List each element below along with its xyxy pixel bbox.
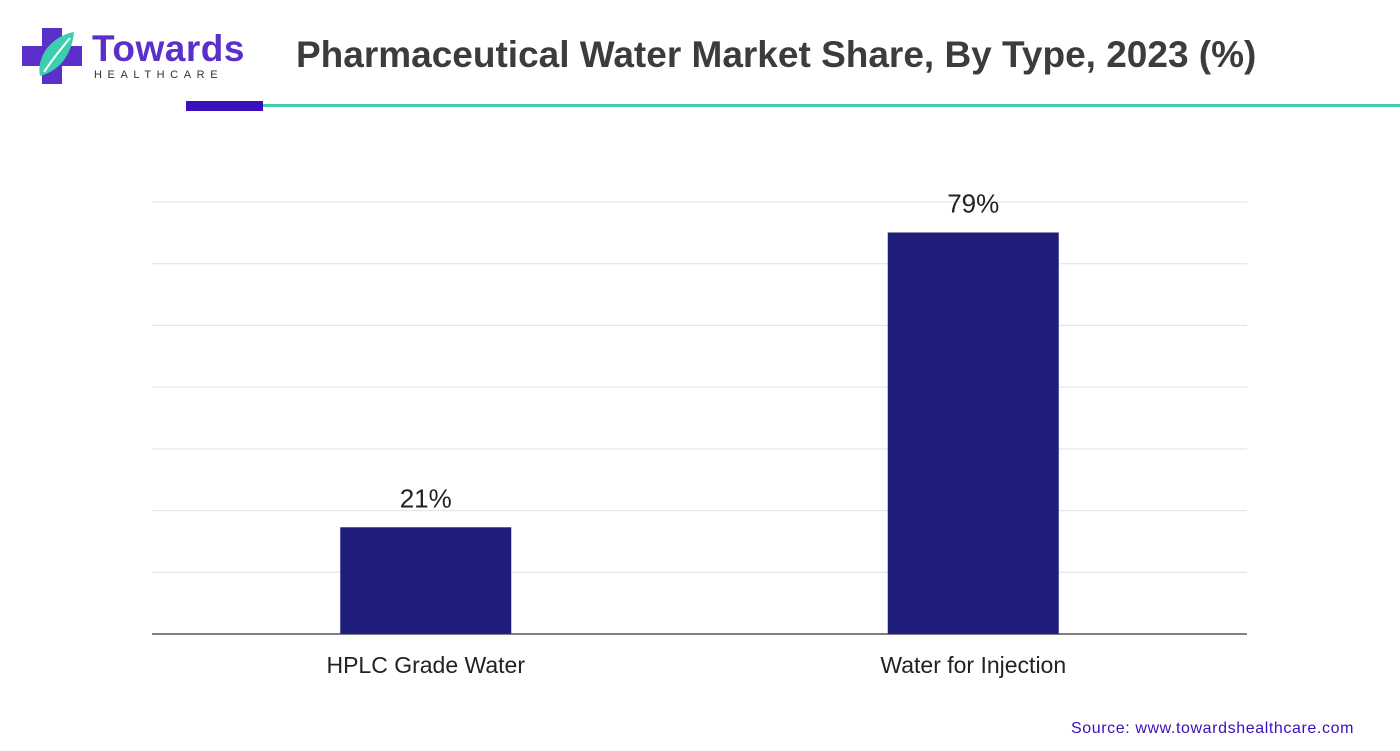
logo-wordmark: Towards [92, 28, 245, 69]
brand-logo: Towards HEALTHCARE [22, 24, 245, 86]
header-divider [263, 104, 1400, 107]
bars [340, 232, 1059, 634]
header-accent-bar [186, 101, 263, 111]
grid-lines [152, 201, 1247, 573]
bar [340, 527, 512, 634]
cross-leaf-logo-icon [22, 28, 82, 84]
chart-title: Pharmaceutical Water Market Share, By Ty… [296, 34, 1257, 75]
data-label: 79% [947, 188, 999, 218]
data-labels: 21% 79% [400, 188, 1000, 513]
logo-subtitle: HEALTHCARE [94, 69, 224, 81]
x-tick-labels: HPLC Grade Water Water for Injection [326, 652, 1066, 678]
x-tick-label: Water for Injection [880, 652, 1066, 678]
x-tick-label: HPLC Grade Water [326, 652, 525, 678]
bar [887, 232, 1059, 634]
source-note: Source: www.towardshealthcare.com [1070, 720, 1354, 737]
data-label: 21% [400, 483, 452, 513]
